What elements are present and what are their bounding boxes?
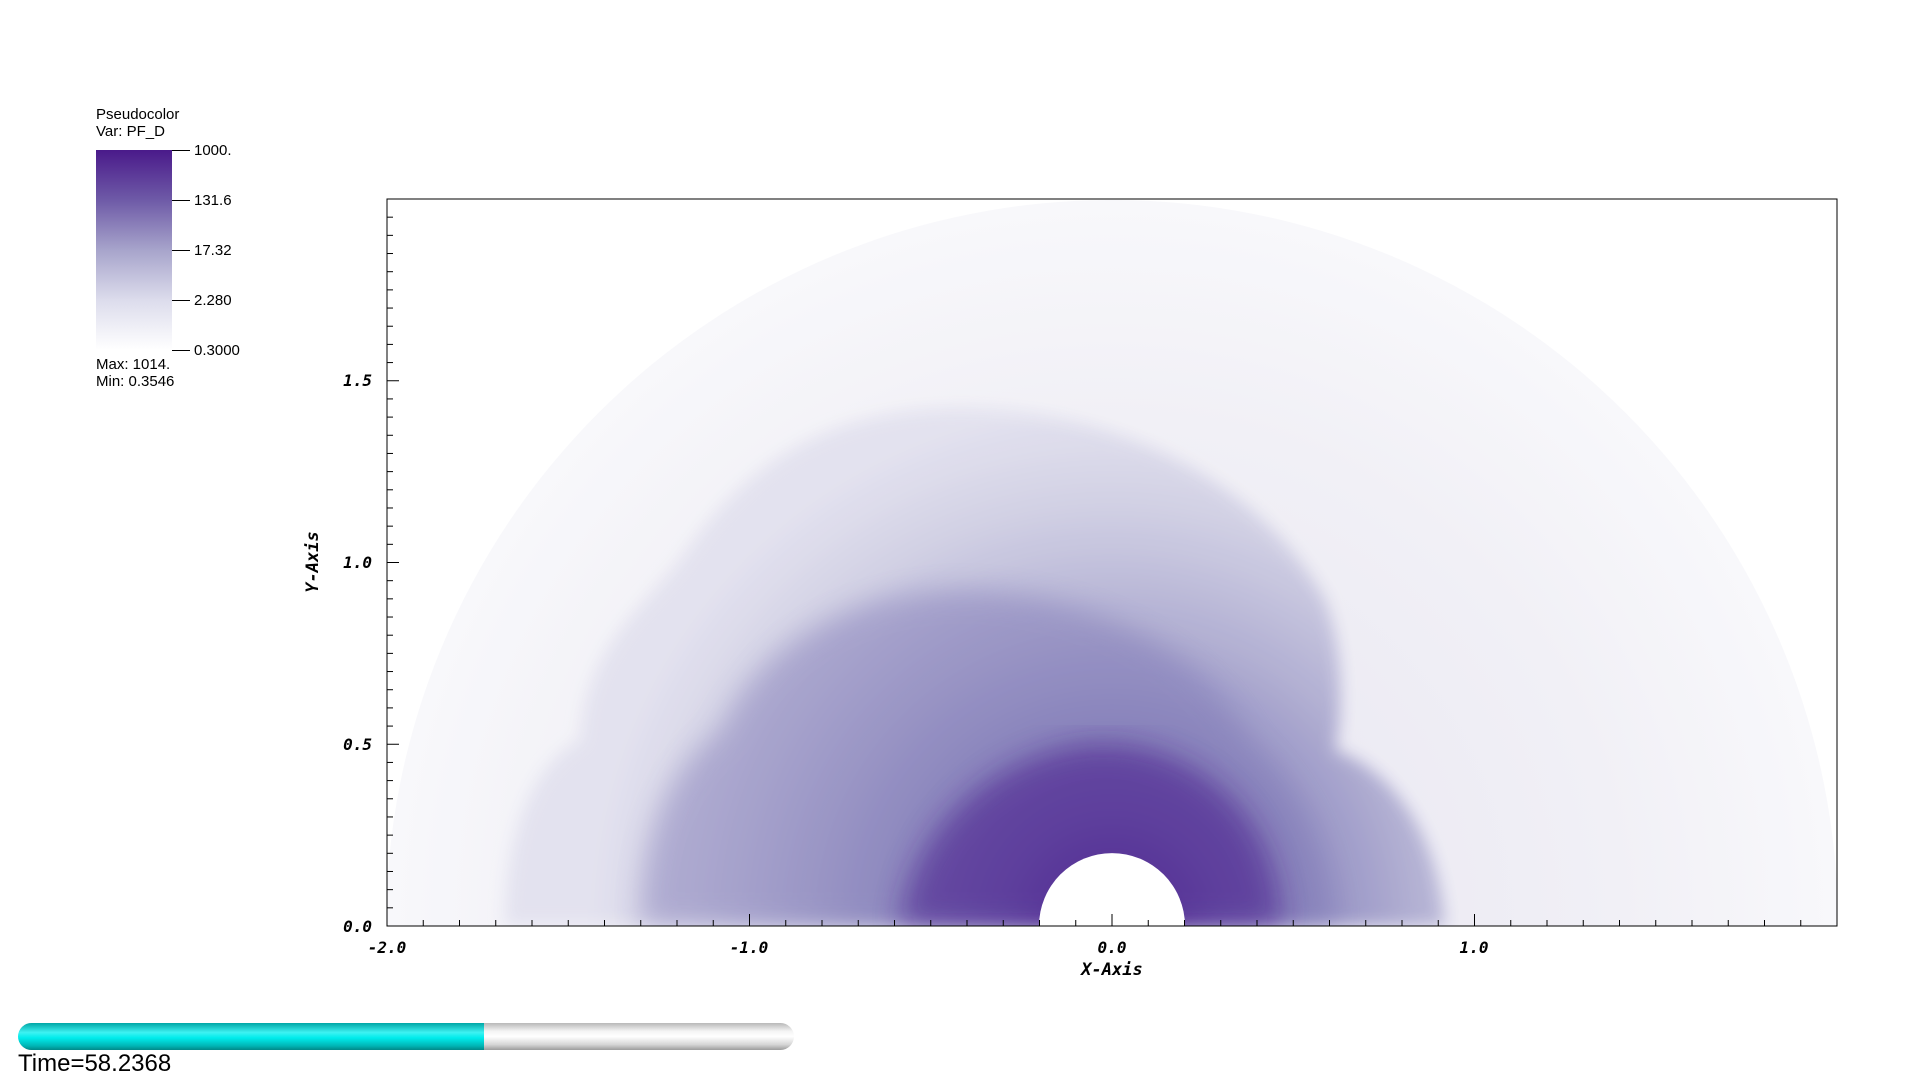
colorbar-tick-17: 17.32	[172, 242, 232, 259]
dense-core	[900, 743, 1280, 926]
colorbar-tick-label: 131.6	[194, 192, 232, 209]
colorbar-tick-label: 17.32	[194, 242, 232, 259]
pseudocolor-plot: -2.0 -1.0 0.0 1.0 0.0 0.5 1.0 1.5 X-Axis…	[303, 198, 1838, 980]
colorbar-tick-131: 131.6	[172, 192, 232, 209]
y-tick-label-1-5: 1.5	[343, 371, 372, 390]
legend-min: Min: 0.3546	[96, 373, 175, 390]
x-tick-label-neg2: -2.0	[368, 938, 407, 957]
density-field	[387, 200, 1837, 926]
x-axis-title: X-Axis	[1079, 960, 1142, 980]
x-tick-labels: -2.0 -1.0 0.0 1.0	[368, 938, 1489, 957]
colorbar-tick-2: 2.280	[172, 292, 232, 309]
colorbar-tick-label: 2.280	[194, 292, 232, 309]
legend-variable: Var: PF_D	[96, 123, 165, 140]
y-tick-label-0: 0.0	[343, 917, 372, 936]
inner-hole	[1039, 853, 1185, 926]
x-tick-label-neg1: -1.0	[730, 938, 769, 957]
y-minor-ticks	[387, 198, 399, 927]
x-tick-label-0: 0.0	[1098, 938, 1127, 957]
colorbar-tick-0-3: 0.3000	[172, 342, 240, 359]
x-tick-label-1: 1.0	[1460, 938, 1489, 957]
time-label: Time=58.2368	[18, 1050, 172, 1077]
y-tick-labels: 0.0 0.5 1.0 1.5	[343, 371, 372, 936]
x-minor-ticks	[386, 914, 1838, 926]
time-slider-fill	[18, 1023, 484, 1050]
y-tick-label-0-5: 0.5	[343, 735, 372, 754]
y-tick-label-1: 1.0	[343, 553, 372, 572]
time-slider[interactable]	[18, 1023, 794, 1050]
colorbar-tick-label: 1000.	[194, 142, 232, 159]
legend-max: Max: 1014.	[96, 356, 171, 373]
legend-title: Pseudocolor	[96, 106, 180, 123]
y-axis-title: Y-Axis	[303, 531, 323, 592]
colorbar-legend: Pseudocolor Var: PF_D 1000. 131.6 17.32 …	[96, 106, 296, 406]
colorbar-tick-label: 0.3000	[194, 342, 240, 359]
colorbar	[96, 150, 172, 350]
colorbar-tick-1000: 1000.	[172, 142, 232, 159]
